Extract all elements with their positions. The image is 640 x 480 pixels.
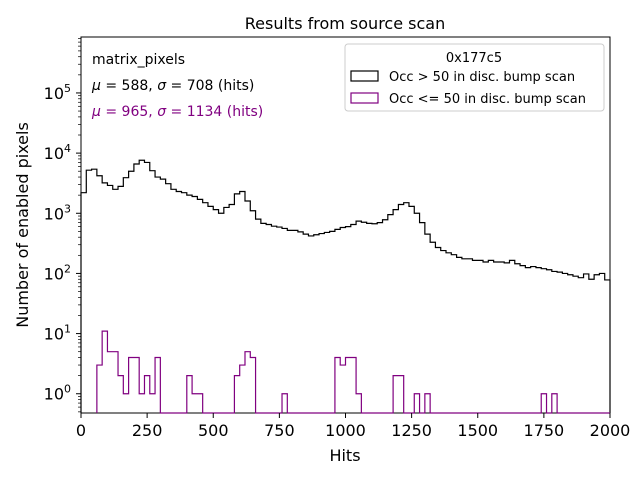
x-tick-label: 1000 [325, 421, 366, 440]
x-tick-label: 750 [264, 421, 295, 440]
y-axis-ticks: 100 101 102 103 104 105 [44, 38, 81, 413]
x-tick-label: 1750 [524, 421, 565, 440]
y-tick-label: 102 [44, 262, 71, 283]
legend-title: 0x177c5 [446, 51, 502, 66]
y-axis-label: Number of enabled pixels [13, 122, 32, 328]
sigma-value-low: = 1134 (hits) [166, 104, 263, 120]
y-tick-label: 105 [44, 82, 71, 103]
x-axis-label: Hits [329, 446, 360, 465]
series-layer [80, 159, 611, 414]
annotation-stats-low: μ = 965, σ = 1134 (hits) [91, 104, 263, 120]
x-tick-label: 250 [132, 421, 163, 440]
legend-label: Occ <= 50 in disc. bump scan [389, 92, 586, 107]
x-tick-label: 1250 [391, 421, 432, 440]
legend-label: Occ > 50 in disc. bump scan [389, 70, 575, 85]
mu-symbol-low: μ [91, 104, 101, 120]
sigma-symbol-low: σ [157, 104, 167, 120]
annotation-stats-all: μ = 588, σ = 708 (hits) [91, 78, 254, 94]
x-tick-label: 1500 [457, 421, 498, 440]
legend: 0x177c5 Occ > 50 in disc. bump scan Occ … [344, 43, 605, 112]
x-tick-label: 0 [76, 421, 86, 440]
histogram-series-line [80, 159, 611, 413]
chart-title: Results from source scan [245, 14, 445, 33]
sigma-symbol-all: σ [157, 78, 167, 94]
x-tick-label: 2000 [590, 421, 631, 440]
mu-value-all: = 588, [101, 78, 157, 94]
x-axis-ticks: 0 250 500 750 1000 1250 1500 1750 2000 [76, 413, 630, 440]
x-tick-label: 500 [198, 421, 229, 440]
y-tick-label: 104 [44, 142, 71, 163]
legend-swatch [350, 92, 379, 104]
mu-value-low: = 965, [101, 104, 157, 120]
y-tick-label: 100 [44, 383, 71, 404]
y-tick-label: 101 [44, 323, 71, 344]
mu-symbol-all: μ [91, 78, 101, 94]
y-tick-label: 103 [44, 202, 71, 223]
sigma-value-all: = 708 (hits) [166, 78, 254, 94]
legend-swatch [350, 70, 379, 82]
legend-box [344, 43, 605, 112]
histogram-series-line [96, 330, 610, 414]
annotation-name: matrix_pixels [92, 52, 185, 68]
